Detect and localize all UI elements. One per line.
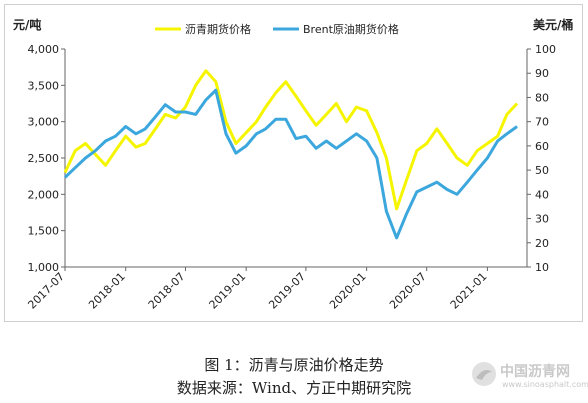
right-tick-label: 20 [535, 237, 549, 250]
right-tick-label: 30 [535, 213, 549, 226]
right-tick-label: 50 [535, 164, 549, 177]
left-tick-label: 3,500 [28, 79, 60, 92]
series-line-asphalt [63, 69, 519, 211]
right-tick-label: 60 [535, 140, 549, 153]
left-tick-label: 2,500 [28, 152, 60, 165]
watermark-name: 中国沥青网 [500, 364, 570, 380]
left-tick-label: 3,000 [28, 116, 60, 129]
x-tick-label: 2021-01 [448, 270, 490, 312]
legend-label-asphalt: 沥青期货价格 [185, 22, 251, 36]
right-axis-label: 美元/桶 [533, 17, 573, 32]
x-axis-ticks: 2017-07 2018-01 2018-07 2019-01 2019-07 2020-… [25, 267, 490, 312]
series-line-brent [63, 88, 518, 240]
x-tick-label: 2020-01 [327, 270, 369, 312]
x-tick-label: 2018-07 [146, 270, 188, 312]
x-tick-label: 2019-01 [207, 270, 249, 312]
price-chart: 元/吨 美元/桶 沥青期货价格 Brent原油期货价格 1,000 1,500 2,… [13, 17, 573, 312]
x-tick-label: 2020-07 [387, 270, 429, 312]
right-tick-label: 80 [535, 91, 549, 104]
watermark-url: www.sinoasphalt.com [502, 380, 588, 389]
right-tick-label: 40 [535, 188, 549, 201]
right-tick-label: 100 [535, 43, 556, 56]
x-tick-label: 2017-07 [25, 270, 67, 312]
legend-label-brent: Brent原油期货价格 [303, 22, 399, 36]
left-tick-label: 2,000 [28, 188, 60, 201]
x-tick-label: 2019-07 [266, 270, 308, 312]
right-tick-label: 90 [535, 67, 549, 80]
left-axis-label: 元/吨 [13, 17, 41, 32]
right-tick-label: 10 [535, 261, 549, 274]
left-tick-label: 1,500 [28, 225, 60, 238]
figure-caption: 图 1：沥青与原油价格走势 [204, 356, 384, 374]
left-tick-label: 4,000 [28, 43, 60, 56]
chart-frame: 元/吨 美元/桶 沥青期货价格 Brent原油期货价格 1,000 1,500 2,… [4, 4, 583, 322]
x-tick-label: 2018-01 [86, 270, 128, 312]
right-tick-label: 70 [535, 116, 549, 129]
figure-source: 数据来源：Wind、方正中期研究院 [176, 379, 412, 397]
watermark: 中国沥青网 www.sinoasphalt.com [470, 356, 588, 396]
right-axis-ticks: 10 20 30 40 50 60 70 80 90 100 [527, 43, 556, 274]
legend: 沥青期货价格 Brent原油期货价格 [155, 22, 399, 36]
sinoasphalt-logo-icon [472, 362, 496, 386]
left-tick-label: 1,000 [28, 261, 60, 274]
left-axis-ticks: 1,000 1,500 2,000 2,500 3,000 3,500 4,000 [28, 43, 65, 274]
